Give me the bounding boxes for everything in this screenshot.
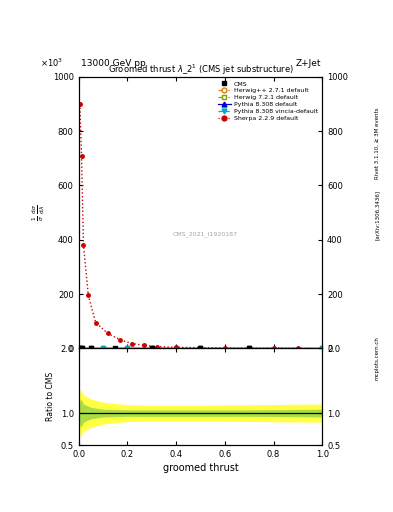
Y-axis label: Ratio to CMS: Ratio to CMS xyxy=(46,372,55,421)
Text: [arXiv:1306.3436]: [arXiv:1306.3436] xyxy=(375,190,380,240)
Text: 13000 GeV pp: 13000 GeV pp xyxy=(81,58,145,68)
Y-axis label: $\frac{1}{\sigma}\ \frac{\mathrm{d}\sigma}{\mathrm{d}\lambda}$: $\frac{1}{\sigma}\ \frac{\mathrm{d}\sigm… xyxy=(31,204,47,221)
Text: Z+Jet: Z+Jet xyxy=(296,58,321,68)
X-axis label: groomed thrust: groomed thrust xyxy=(163,463,238,474)
Title: Groomed thrust $\lambda\_2^1$ (CMS jet substructure): Groomed thrust $\lambda\_2^1$ (CMS jet s… xyxy=(108,62,293,77)
Legend: CMS, Herwig++ 2.7.1 default, Herwig 7.2.1 default, Pythia 8.308 default, Pythia : CMS, Herwig++ 2.7.1 default, Herwig 7.2.… xyxy=(216,80,319,122)
Text: Rivet 3.1.10, ≥ 3M events: Rivet 3.1.10, ≥ 3M events xyxy=(375,108,380,179)
Text: mcplots.cern.ch: mcplots.cern.ch xyxy=(375,336,380,380)
Text: $\times 10^3$: $\times 10^3$ xyxy=(40,56,63,69)
Text: CMS_2021_I1920187: CMS_2021_I1920187 xyxy=(173,231,238,237)
